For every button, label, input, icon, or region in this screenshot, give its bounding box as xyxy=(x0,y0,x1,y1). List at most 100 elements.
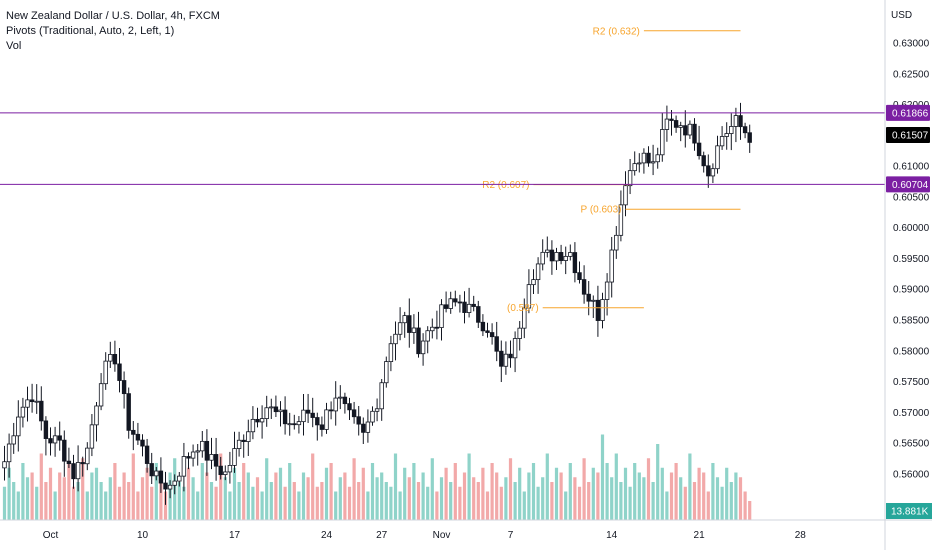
volume-bar xyxy=(306,477,310,520)
candle xyxy=(241,434,246,458)
candle xyxy=(660,112,665,162)
candle xyxy=(75,445,81,492)
candle-body xyxy=(223,471,228,476)
candle xyxy=(503,341,509,375)
candle xyxy=(448,291,453,314)
currency-label: USD xyxy=(891,10,912,21)
candle xyxy=(466,287,472,318)
candle xyxy=(89,414,95,457)
candle-body xyxy=(112,354,118,365)
volume-tag-bg xyxy=(886,503,932,519)
volume-bar xyxy=(564,491,568,520)
volume-bar xyxy=(582,458,586,520)
volume-bar xyxy=(246,472,250,520)
volume-bar xyxy=(361,467,365,520)
candle xyxy=(402,311,407,338)
candle xyxy=(641,148,647,174)
candle xyxy=(232,431,237,473)
volume-bar xyxy=(35,486,39,520)
volume-bar xyxy=(605,463,609,520)
volume-bar xyxy=(518,467,522,520)
volume-bar xyxy=(94,467,99,520)
candle xyxy=(57,421,62,451)
candle xyxy=(154,466,159,481)
hline-price-tag-text: 0.60704 xyxy=(892,180,929,191)
candle-body xyxy=(2,461,7,469)
legend-symbol[interactable]: New Zealand Dollar / U.S. Dollar, 4h, FX… xyxy=(6,10,220,22)
candle-body xyxy=(172,480,177,486)
candle xyxy=(126,387,131,439)
candle-body xyxy=(255,418,260,423)
hline-price-tag-bg xyxy=(886,176,930,193)
volume-bar xyxy=(232,467,237,520)
candle-body xyxy=(121,380,127,395)
volume-bar xyxy=(628,486,632,520)
candle xyxy=(140,434,145,457)
price-tick-label: 0.62500 xyxy=(893,69,930,80)
candle xyxy=(131,421,136,451)
candle-body xyxy=(485,330,490,333)
candle-body xyxy=(402,315,407,324)
candle xyxy=(236,431,242,457)
candle-body xyxy=(489,332,495,338)
volume-tag: 13.881K xyxy=(886,503,932,519)
volume-bar xyxy=(159,482,163,520)
volume-bar xyxy=(62,477,66,520)
candle xyxy=(11,422,16,454)
candle-body xyxy=(374,408,380,412)
candle-body xyxy=(347,403,352,411)
candle xyxy=(614,226,619,259)
volume-bar xyxy=(688,453,692,520)
candle xyxy=(563,246,568,275)
candle xyxy=(351,401,357,424)
candle xyxy=(425,326,430,354)
candle-body xyxy=(11,435,16,445)
candle xyxy=(393,321,398,361)
candle-body xyxy=(232,448,237,466)
volume-bar xyxy=(122,472,126,520)
volume-bar xyxy=(472,477,476,520)
candle-body xyxy=(282,409,288,425)
volume-bar xyxy=(702,472,706,520)
candle xyxy=(144,438,150,473)
candle xyxy=(384,356,389,388)
volume-bar xyxy=(416,482,421,520)
candle-body xyxy=(388,343,394,363)
candle xyxy=(434,310,440,340)
candle xyxy=(669,110,674,136)
candle xyxy=(687,120,693,139)
candle xyxy=(549,240,555,275)
candle-body xyxy=(660,129,665,156)
candle-body xyxy=(167,484,173,490)
volume-bar xyxy=(720,486,724,520)
candle xyxy=(305,393,311,424)
volume-bar xyxy=(725,467,729,520)
volume-bar xyxy=(734,472,738,520)
candle-body xyxy=(52,435,58,444)
candle-body xyxy=(471,303,476,307)
candle-body xyxy=(517,327,522,339)
volume-bar xyxy=(458,486,462,520)
volume-bar xyxy=(596,472,600,520)
volume-bar xyxy=(485,491,490,520)
candle xyxy=(112,340,118,372)
candle xyxy=(361,417,366,444)
volume-bar xyxy=(182,486,186,520)
volume-bar xyxy=(251,486,255,520)
legend-volume[interactable]: Vol xyxy=(6,40,22,52)
candle-body xyxy=(218,465,223,476)
volume-bar xyxy=(449,482,453,520)
candle-body xyxy=(269,406,274,409)
legend-indicator[interactable]: Pivots (Traditional, Auto, 2, Left, 1) xyxy=(6,25,175,37)
candle-body xyxy=(66,460,72,465)
time-tick-label: 7 xyxy=(508,530,514,541)
candle-body xyxy=(98,383,104,407)
volume-bar xyxy=(255,477,260,520)
price-tick-label: 0.57000 xyxy=(893,408,930,419)
candle xyxy=(733,107,739,143)
volume-bar xyxy=(674,463,678,520)
volume-bar xyxy=(320,482,324,520)
candle xyxy=(374,398,380,422)
candle xyxy=(172,474,177,495)
